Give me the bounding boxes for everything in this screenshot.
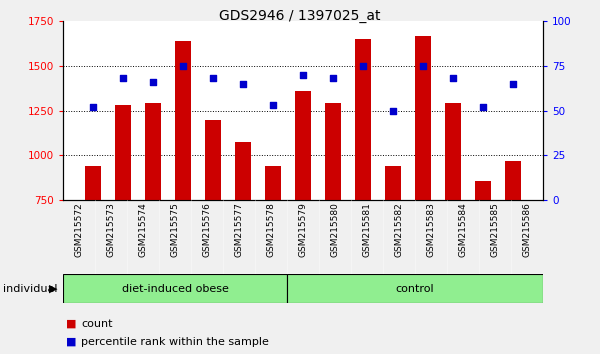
Text: GSM215574: GSM215574 — [139, 202, 148, 257]
Point — [388, 108, 398, 113]
Text: GSM215580: GSM215580 — [331, 202, 340, 257]
Bar — [145, 103, 161, 200]
Bar — [235, 142, 251, 200]
Text: GSM215575: GSM215575 — [170, 202, 179, 257]
Bar — [295, 91, 311, 200]
Bar — [175, 41, 191, 200]
Text: GSM215582: GSM215582 — [395, 202, 404, 257]
Text: GSM215581: GSM215581 — [362, 202, 371, 257]
Text: individual: individual — [3, 284, 58, 293]
Text: GSM215578: GSM215578 — [266, 202, 275, 257]
Point — [478, 104, 488, 110]
Point — [328, 76, 338, 81]
Point — [208, 76, 218, 81]
Text: ■: ■ — [66, 319, 77, 329]
Text: diet-induced obese: diet-induced obese — [122, 284, 229, 293]
Bar — [505, 161, 521, 200]
Bar — [115, 105, 131, 200]
Point — [238, 81, 248, 87]
Point — [448, 76, 458, 81]
Text: count: count — [81, 319, 113, 329]
Bar — [325, 103, 341, 200]
Bar — [355, 39, 371, 200]
Text: GSM215573: GSM215573 — [107, 202, 115, 257]
Text: GSM215579: GSM215579 — [299, 202, 308, 257]
Bar — [265, 166, 281, 200]
Point — [118, 76, 128, 81]
Point — [358, 63, 368, 69]
Text: GSM215584: GSM215584 — [458, 202, 467, 257]
Text: control: control — [395, 284, 434, 293]
Text: GDS2946 / 1397025_at: GDS2946 / 1397025_at — [219, 9, 381, 23]
Text: GSM215572: GSM215572 — [74, 202, 83, 257]
Bar — [205, 120, 221, 200]
Text: GSM215583: GSM215583 — [427, 202, 436, 257]
Text: GSM215577: GSM215577 — [235, 202, 244, 257]
Bar — [445, 103, 461, 200]
Text: GSM215585: GSM215585 — [491, 202, 499, 257]
Bar — [415, 35, 431, 200]
Text: GSM215576: GSM215576 — [203, 202, 212, 257]
Point — [418, 63, 428, 69]
Bar — [385, 166, 401, 200]
Bar — [85, 166, 101, 200]
FancyBboxPatch shape — [287, 274, 543, 303]
Point — [298, 72, 308, 78]
Point — [88, 104, 98, 110]
Text: ▶: ▶ — [49, 284, 57, 293]
FancyBboxPatch shape — [63, 274, 287, 303]
Point — [148, 79, 158, 85]
Text: GSM215586: GSM215586 — [523, 202, 532, 257]
Point — [268, 102, 278, 108]
Text: ■: ■ — [66, 337, 77, 347]
Bar — [475, 181, 491, 200]
Point — [508, 81, 518, 87]
Text: percentile rank within the sample: percentile rank within the sample — [81, 337, 269, 347]
Point — [178, 63, 188, 69]
